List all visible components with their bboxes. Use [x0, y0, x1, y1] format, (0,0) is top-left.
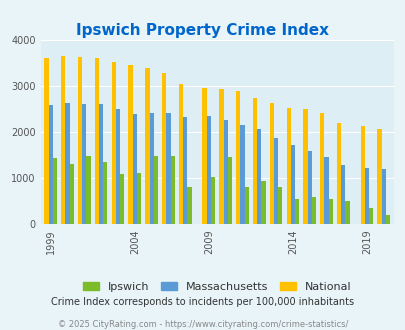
Text: © 2025 CityRating.com - https://www.cityrating.com/crime-statistics/: © 2025 CityRating.com - https://www.city…: [58, 320, 347, 329]
Bar: [307, 151, 311, 224]
Bar: [111, 62, 115, 224]
Bar: [223, 119, 227, 224]
Bar: [44, 58, 49, 224]
Bar: [115, 109, 120, 224]
Text: Crime Index corresponds to incidents per 100,000 inhabitants: Crime Index corresponds to incidents per…: [51, 297, 354, 307]
Bar: [320, 113, 324, 224]
Bar: [261, 181, 265, 224]
Text: Ipswich Property Crime Index: Ipswich Property Crime Index: [76, 23, 329, 38]
Bar: [341, 165, 345, 224]
Bar: [328, 199, 332, 224]
Bar: [244, 187, 248, 224]
Bar: [179, 84, 183, 224]
Bar: [65, 103, 69, 224]
Bar: [385, 215, 389, 224]
Bar: [290, 146, 294, 224]
Bar: [78, 57, 82, 224]
Bar: [368, 208, 372, 224]
Bar: [311, 197, 315, 224]
Bar: [202, 88, 206, 224]
Bar: [303, 109, 307, 224]
Bar: [53, 158, 57, 224]
Bar: [277, 186, 282, 224]
Bar: [128, 65, 132, 224]
Bar: [170, 156, 174, 224]
Bar: [252, 98, 256, 224]
Bar: [256, 129, 261, 224]
Bar: [364, 169, 368, 224]
Bar: [103, 162, 107, 224]
Bar: [120, 174, 124, 224]
Bar: [336, 123, 341, 224]
Bar: [86, 156, 90, 224]
Bar: [219, 89, 223, 224]
Bar: [49, 105, 53, 224]
Bar: [294, 199, 298, 224]
Bar: [273, 138, 277, 224]
Bar: [183, 117, 187, 224]
Bar: [149, 113, 153, 224]
Bar: [324, 157, 328, 224]
Bar: [206, 116, 210, 224]
Bar: [236, 91, 240, 224]
Legend: Ipswich, Massachusetts, National: Ipswich, Massachusetts, National: [82, 282, 351, 292]
Bar: [227, 157, 231, 224]
Bar: [269, 103, 273, 224]
Bar: [153, 155, 158, 224]
Bar: [69, 164, 74, 224]
Bar: [162, 73, 166, 224]
Bar: [82, 104, 86, 224]
Bar: [99, 104, 103, 224]
Bar: [377, 129, 381, 224]
Bar: [187, 187, 191, 224]
Bar: [286, 109, 290, 224]
Bar: [61, 56, 65, 224]
Bar: [345, 201, 349, 224]
Bar: [240, 125, 244, 224]
Bar: [360, 126, 364, 224]
Bar: [381, 169, 385, 224]
Bar: [95, 58, 99, 224]
Bar: [210, 177, 215, 224]
Bar: [145, 68, 149, 224]
Bar: [132, 115, 136, 224]
Bar: [136, 173, 141, 224]
Bar: [166, 113, 170, 224]
